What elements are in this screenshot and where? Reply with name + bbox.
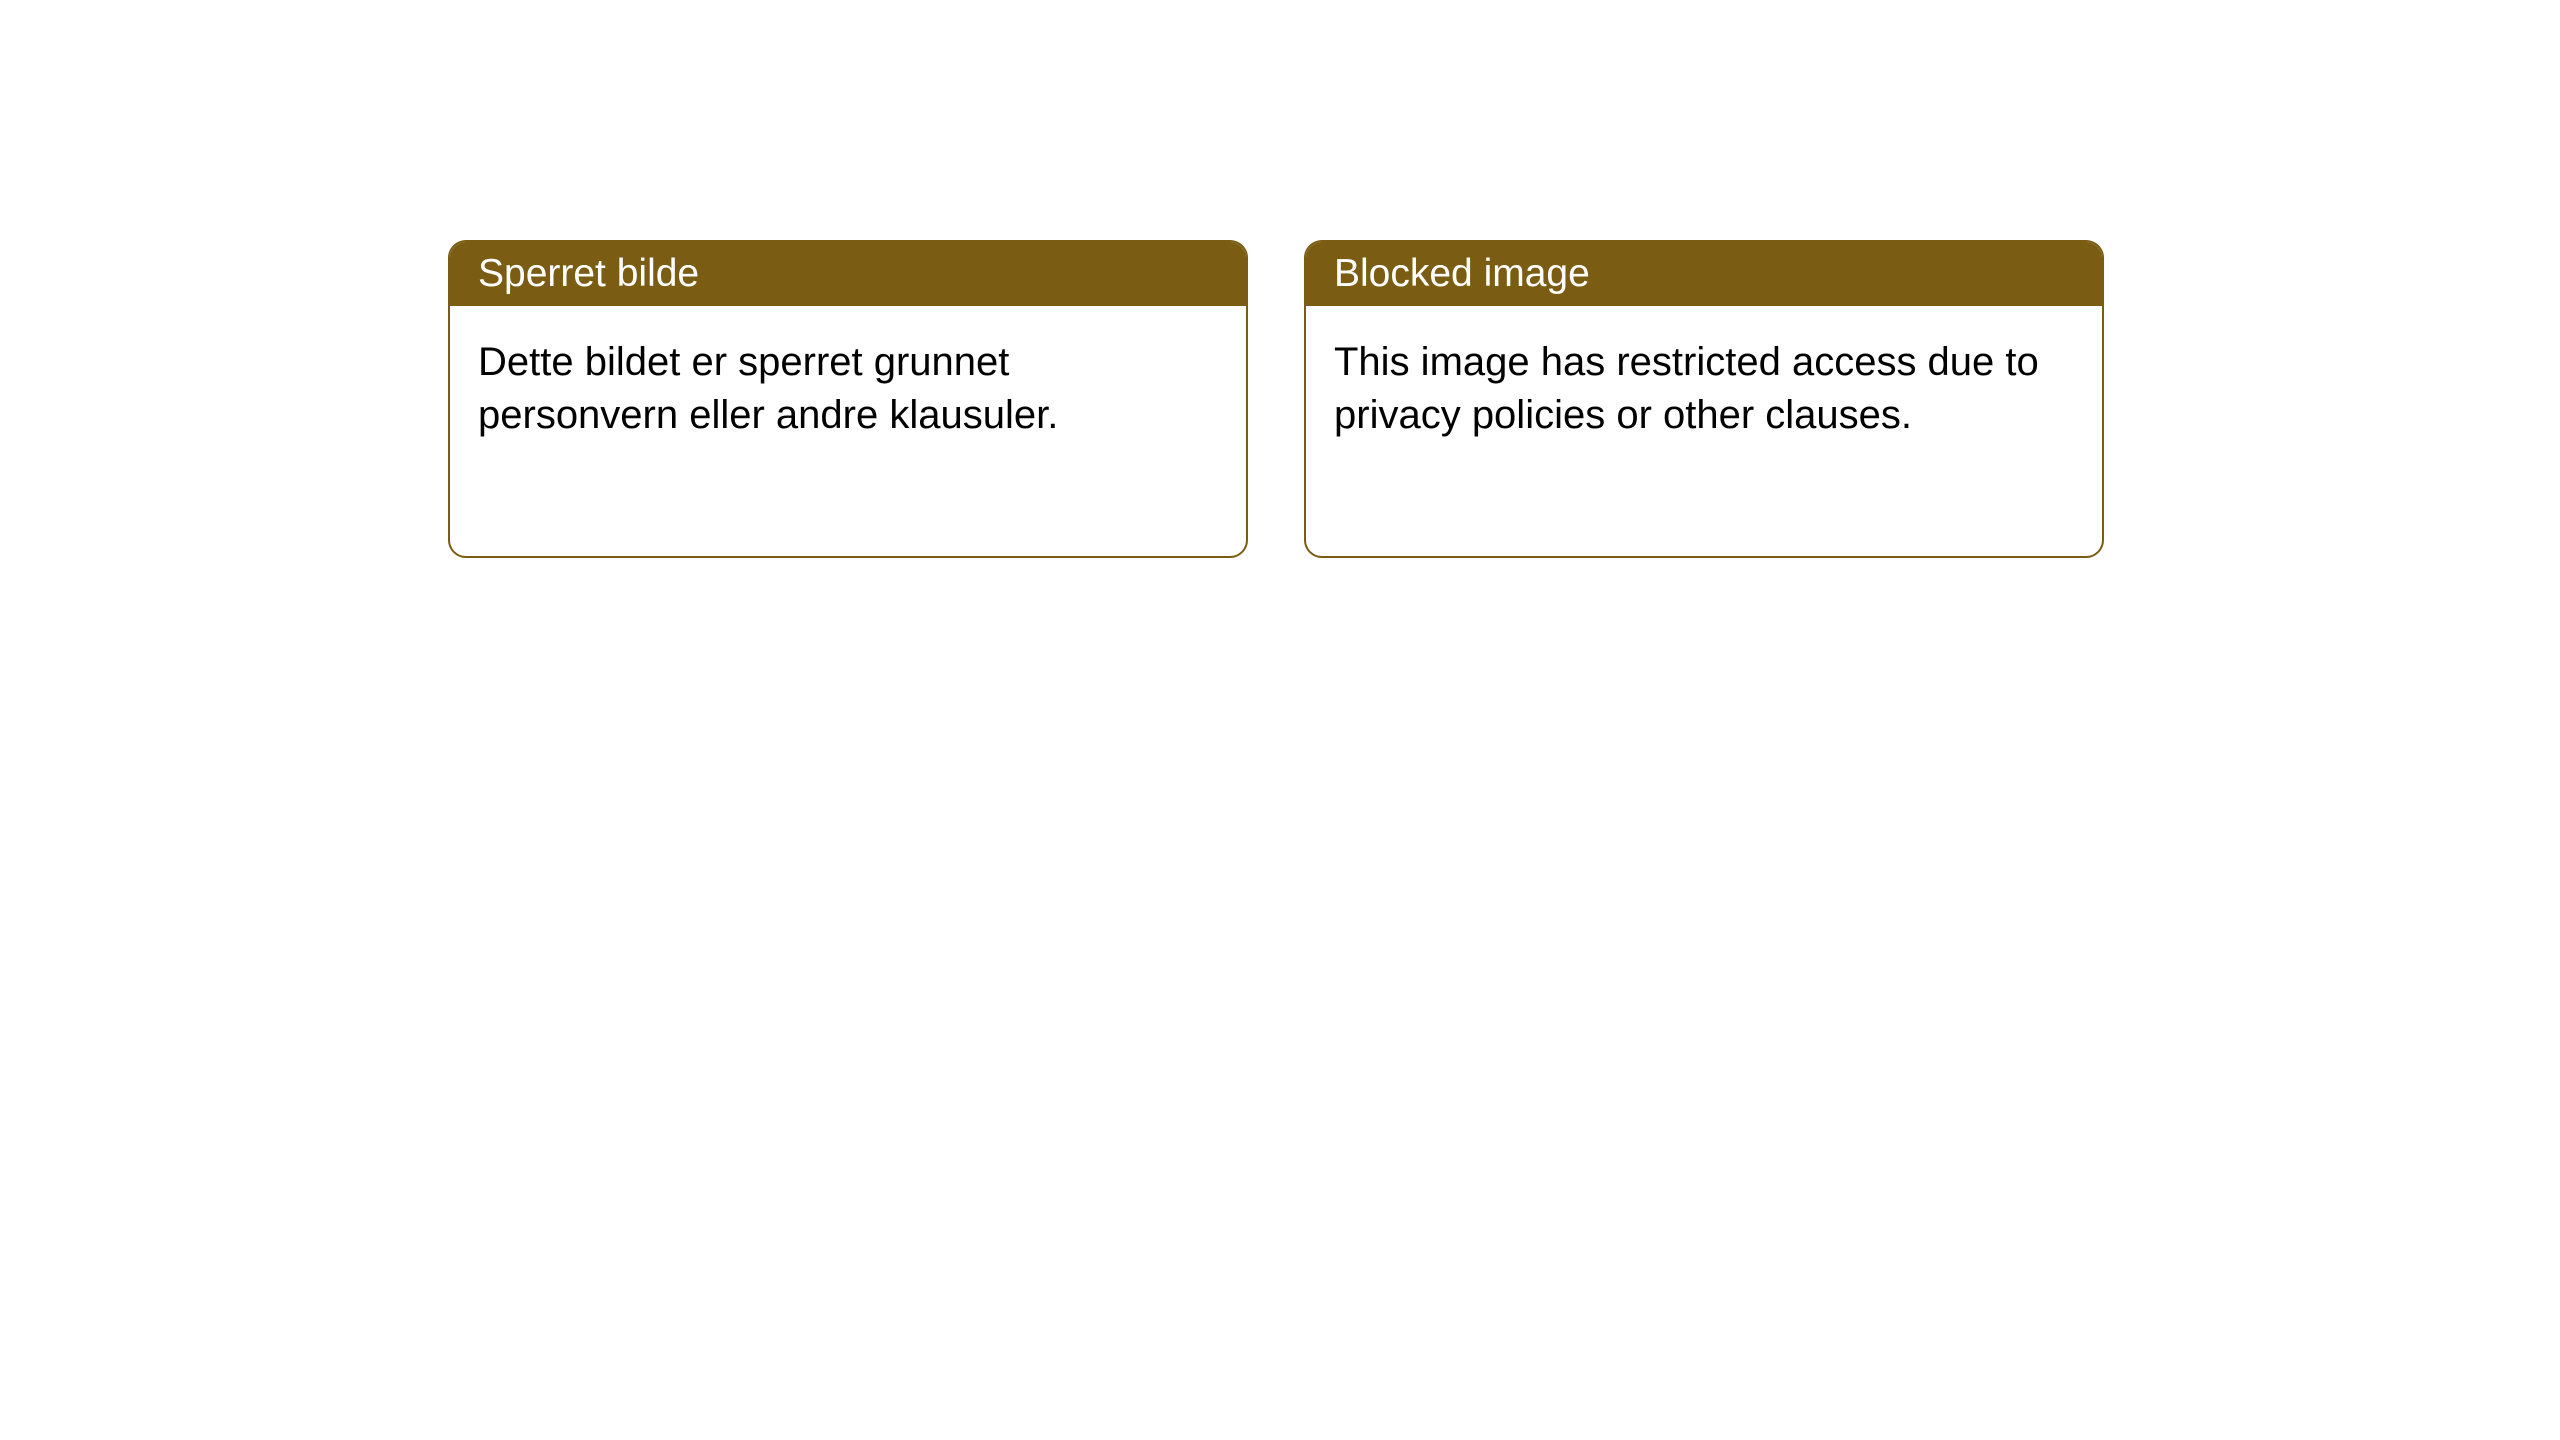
notice-body-text-en: This image has restricted access due to …: [1334, 340, 2039, 437]
notice-container: Sperret bilde Dette bildet er sperret gr…: [448, 240, 2104, 558]
notice-card-en: Blocked image This image has restricted …: [1304, 240, 2104, 558]
notice-body-no: Dette bildet er sperret grunnet personve…: [450, 306, 1246, 556]
notice-body-text-no: Dette bildet er sperret grunnet personve…: [478, 340, 1058, 437]
notice-header-no: Sperret bilde: [450, 242, 1246, 306]
notice-header-text-en: Blocked image: [1334, 252, 1590, 295]
notice-body-en: This image has restricted access due to …: [1306, 306, 2102, 556]
notice-card-no: Sperret bilde Dette bildet er sperret gr…: [448, 240, 1248, 558]
notice-header-en: Blocked image: [1306, 242, 2102, 306]
notice-header-text-no: Sperret bilde: [478, 252, 699, 295]
